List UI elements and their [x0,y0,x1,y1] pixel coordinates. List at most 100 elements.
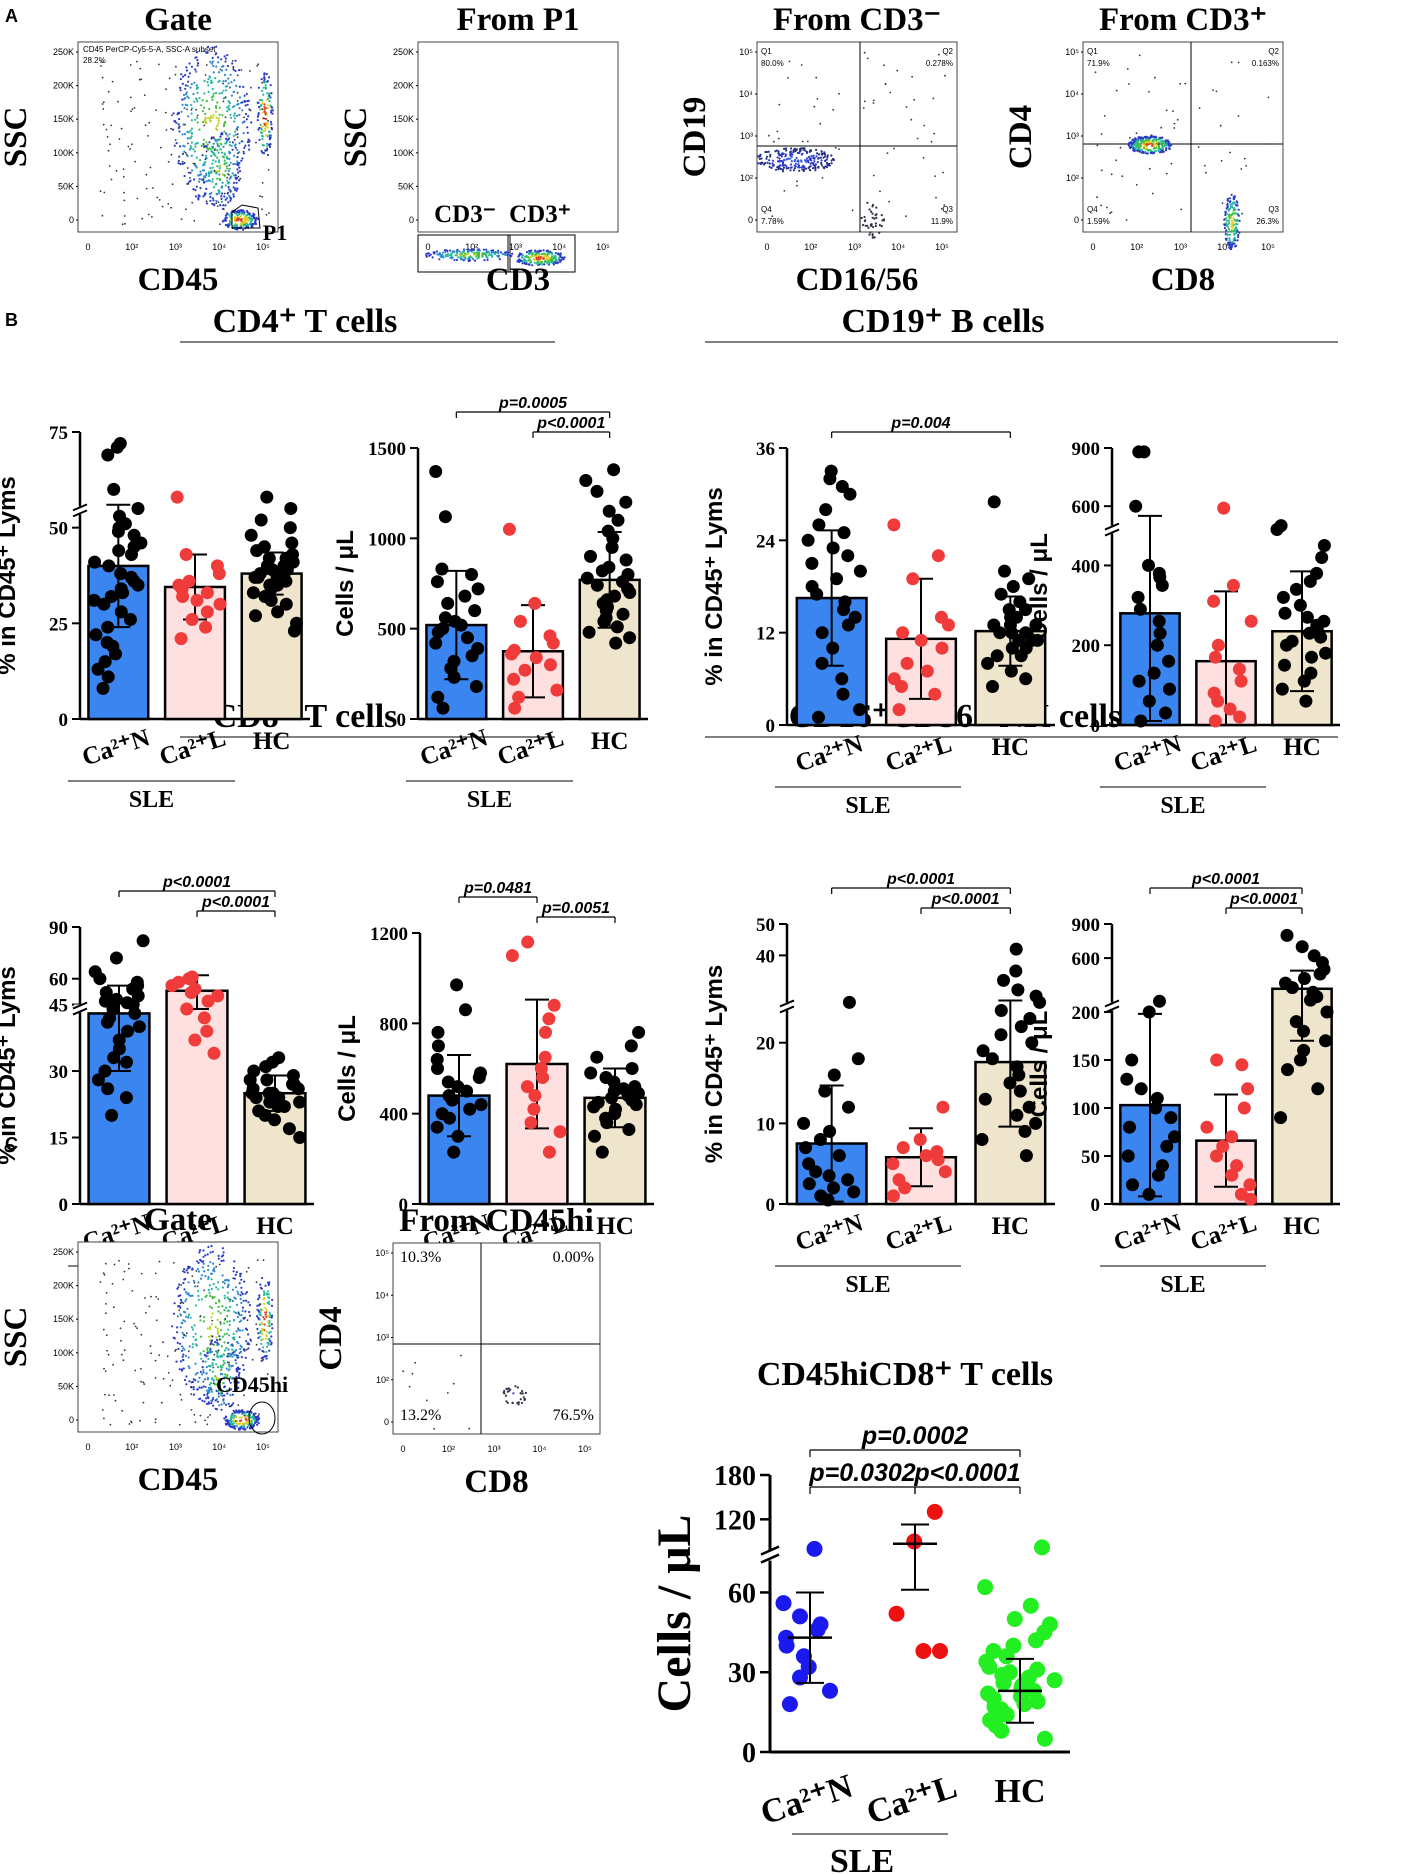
event-dot [221,192,224,195]
event-dot [227,1297,230,1300]
event-dot [896,69,899,72]
event-dot [241,157,244,160]
event-dot [1179,82,1182,85]
event-dot [232,1351,235,1354]
event-dot [238,1422,241,1425]
event-dot [224,198,227,201]
event-dot [262,1293,266,1297]
data-point [1299,694,1313,708]
event-dot [257,1422,260,1425]
event-dot [242,1423,245,1426]
event-dot [219,138,222,141]
event-dot [202,1385,205,1388]
y-tick-label: 150 [1072,1051,1101,1072]
event-dot [215,1378,218,1381]
event-dot [1135,184,1138,186]
event-dot [255,1420,258,1423]
event-dot [232,163,235,166]
event-dot [181,133,184,136]
y-tick-label: 180 [714,1461,756,1492]
event-dot [1146,139,1149,142]
event-dot [1245,165,1248,167]
data-point [1152,566,1166,580]
y-axis-label: % in CD45⁺ Lyms [701,487,728,686]
event-dot [131,108,134,110]
event-dot [262,1356,265,1359]
event-dot [545,249,548,253]
event-dot [1145,136,1148,139]
event-dot [231,1414,234,1417]
event-dot [256,115,259,118]
data-point [981,656,995,670]
event-dot [553,254,556,257]
y-tick-label: 10⁵ [739,47,753,57]
data-point [119,1091,133,1105]
event-dot [1231,203,1234,206]
event-dot [182,1310,186,1313]
event-dot [113,1263,116,1266]
event-dot [1228,230,1231,233]
event-dot [228,140,232,144]
data-point [113,509,126,523]
event-dot [187,1314,191,1317]
data-point [987,495,1001,509]
data-point [900,656,914,670]
event-dot [269,134,272,137]
event-dot [223,1394,226,1397]
x-tick-label: 10⁴ [212,1442,226,1452]
event-dot [783,190,786,192]
event-dot [475,255,478,258]
event-dot [813,160,816,163]
event-dot [207,1416,209,1418]
event-dot [798,151,801,154]
plot-frame [756,41,958,233]
event-dot [483,259,486,262]
event-dot [223,1308,226,1312]
data-point [507,672,521,686]
event-dot [213,1295,216,1299]
event-dot [209,120,212,123]
event-dot [269,96,272,99]
event-dot [768,159,771,162]
event-dot [236,228,239,231]
event-dot [1228,237,1231,240]
event-dot [233,1260,236,1263]
data-point [998,564,1011,578]
event-dot [1225,217,1228,220]
event-dot [262,1316,265,1319]
pvalue-label: p=0.0051 [541,900,610,917]
event-dot [216,156,219,159]
event-dot [176,1331,179,1334]
event-dot [868,233,871,236]
data-point [290,616,303,630]
data-point [529,651,543,665]
event-dot [256,1259,259,1261]
data-point [257,540,271,554]
event-dot [240,1426,243,1429]
event-dot [217,145,221,148]
event-dot [166,1355,169,1358]
event-dot [1168,147,1171,150]
event-dot [227,191,229,194]
data-point [1280,928,1294,942]
event-dot [545,255,549,258]
event-dot [241,1309,244,1312]
event-dot [878,231,881,234]
event-dot [1166,139,1169,142]
event-dot [222,204,225,207]
event-dot [889,91,892,94]
event-dot [766,161,769,164]
event-dot [187,142,189,145]
data-point [1142,694,1156,708]
event-dot [233,112,236,115]
event-dot [269,84,272,87]
event-dot [263,1329,266,1332]
data-point [101,620,115,634]
event-dot [270,111,273,114]
event-dot [261,1328,264,1331]
event-dot [260,128,263,131]
event-dot [202,178,205,181]
y-tick-label: 1200 [370,924,408,945]
event-dot [206,1423,209,1426]
